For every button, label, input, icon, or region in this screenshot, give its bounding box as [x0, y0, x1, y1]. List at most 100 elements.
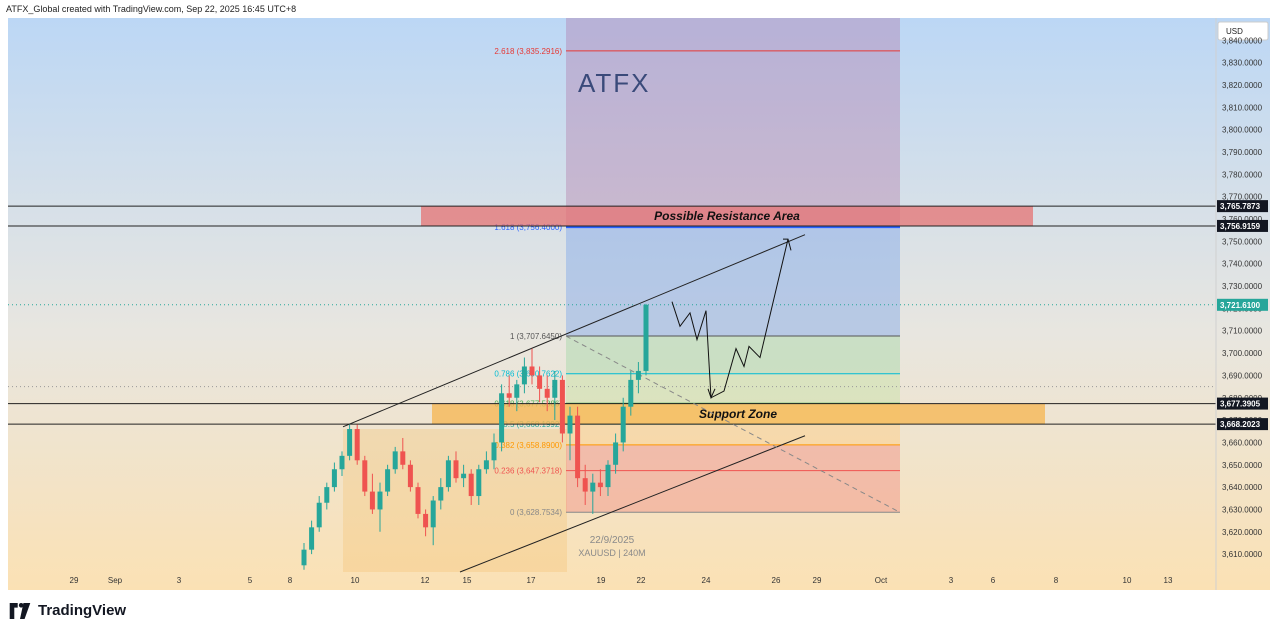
- extension-box: [566, 227, 900, 337]
- price-tag-support-bottom: [1217, 418, 1268, 431]
- candle-body: [491, 442, 497, 461]
- candle-body: [324, 487, 330, 503]
- candle-body: [392, 451, 398, 470]
- price-tag-last-text: 3,721.6100: [1220, 301, 1261, 310]
- y-tick-label: 3,820.0000: [1222, 81, 1263, 90]
- x-tick-label: 3: [177, 576, 182, 585]
- symbol-interval-label: XAUUSD | 240M: [578, 548, 645, 558]
- y-tick-label: 3,810.0000: [1222, 103, 1263, 112]
- fib-band: [566, 336, 900, 374]
- candle-body: [301, 549, 307, 566]
- candle-body: [362, 460, 368, 492]
- candle-body: [567, 415, 573, 434]
- candle-body: [400, 451, 406, 465]
- y-tick-label: 3,610.0000: [1222, 550, 1263, 559]
- candle-body: [407, 464, 413, 488]
- price-tag-resistance-bottom: [1217, 219, 1268, 232]
- y-tick-label: 3,740.0000: [1222, 260, 1263, 269]
- atfx-watermark: ATFX: [578, 68, 651, 98]
- candle-body: [316, 502, 322, 528]
- forecast-arrowhead: [783, 238, 792, 251]
- fib-level-label: 0.382 (3,658.8900): [494, 441, 562, 450]
- candle-body: [430, 500, 436, 528]
- support-zone-label: Support Zone: [699, 407, 777, 421]
- y-tick-label: 3,760.0000: [1222, 215, 1263, 224]
- candle-body: [438, 487, 444, 501]
- x-tick-label: 29: [70, 576, 79, 585]
- candle-body: [347, 429, 353, 456]
- x-tick-label: 29: [813, 576, 822, 585]
- x-tick-label: 15: [463, 576, 472, 585]
- x-tick-label: 17: [527, 576, 536, 585]
- candle-body: [605, 464, 611, 488]
- x-tick-label: 3: [949, 576, 954, 585]
- candle-body: [423, 513, 429, 528]
- candle-body: [552, 379, 558, 398]
- y-tick-label: 3,770.0000: [1222, 193, 1263, 202]
- candle-body: [529, 366, 535, 376]
- fib-level-label: 0.786 (3,690.7622): [494, 370, 562, 379]
- fib-band: [566, 424, 900, 445]
- chart-attribution: ATFX_Global created with TradingView.com…: [6, 4, 297, 14]
- y-tick-label: 3,700.0000: [1222, 349, 1263, 358]
- price-tag-resistance-bottom-text: 3,756.9159: [1220, 222, 1261, 231]
- y-tick-label: 3,690.0000: [1222, 371, 1263, 380]
- y-tick-label: 3,660.0000: [1222, 438, 1263, 447]
- candle-body: [635, 370, 641, 380]
- target-projection-box: [566, 18, 900, 228]
- candle-body: [445, 460, 451, 488]
- candle-body: [597, 482, 603, 488]
- candle-body: [415, 487, 421, 514]
- price-tag-support-top-text: 3,677.3905: [1220, 400, 1261, 409]
- candle-body: [483, 460, 489, 470]
- fib-level-label: 1 (3,707.6450): [510, 332, 562, 341]
- fib-level-label: 1.618 (3,756.4000): [494, 223, 562, 232]
- candle-body: [582, 478, 588, 492]
- support-zone: [432, 403, 1045, 425]
- fib-band: [566, 470, 900, 513]
- channel-lower-line: [459, 435, 806, 573]
- y-tick-label: 3,650.0000: [1222, 461, 1263, 470]
- fib-level-label: 0 (3,628.7534): [510, 508, 562, 517]
- fib-level-label: 0.236 (3,647.3718): [494, 467, 562, 476]
- candle-body: [514, 384, 520, 398]
- candle-body: [544, 388, 550, 398]
- resistance-zone: [421, 206, 1033, 226]
- y-tick-label: 3,830.0000: [1222, 59, 1263, 68]
- price-tag-last: [1217, 298, 1268, 311]
- x-tick-label: 24: [702, 576, 711, 585]
- candle-body: [537, 375, 543, 389]
- y-tick-label: 3,620.0000: [1222, 528, 1263, 537]
- y-tick-label: 3,630.0000: [1222, 505, 1263, 514]
- candle-body: [521, 366, 527, 385]
- forecast-path: [671, 239, 789, 399]
- candle-body: [506, 393, 512, 398]
- candle-body: [559, 379, 565, 434]
- candle-body: [643, 304, 649, 371]
- candle-body: [499, 393, 505, 443]
- fib-band: [566, 373, 900, 404]
- x-tick-label: 19: [597, 576, 606, 585]
- currency-box: [1217, 21, 1269, 41]
- y-tick-label: 3,780.0000: [1222, 170, 1263, 179]
- dip-arrowhead: [707, 388, 716, 400]
- y-tick-label: 3,790.0000: [1222, 148, 1263, 157]
- x-tick-label: 13: [1164, 576, 1173, 585]
- price-tag-resistance-top-text: 3,765.7873: [1220, 202, 1261, 211]
- candle-body: [476, 469, 482, 497]
- candle-body: [628, 379, 634, 407]
- y-tick-label: 3,840.0000: [1222, 36, 1263, 45]
- candle-body: [461, 473, 467, 479]
- x-tick-label: 22: [637, 576, 646, 585]
- y-tick-label: 3,800.0000: [1222, 126, 1263, 135]
- candle-body: [354, 429, 360, 461]
- candle-body: [309, 527, 315, 550]
- candle-body: [369, 491, 375, 510]
- x-tick-label: 8: [1054, 576, 1059, 585]
- resistance-zone-label: Possible Resistance Area: [654, 209, 800, 223]
- x-tick-label: Oct: [875, 576, 888, 585]
- candle-body: [339, 455, 345, 470]
- fib-band: [566, 444, 900, 471]
- tradingview-logo-icon: [9, 602, 31, 619]
